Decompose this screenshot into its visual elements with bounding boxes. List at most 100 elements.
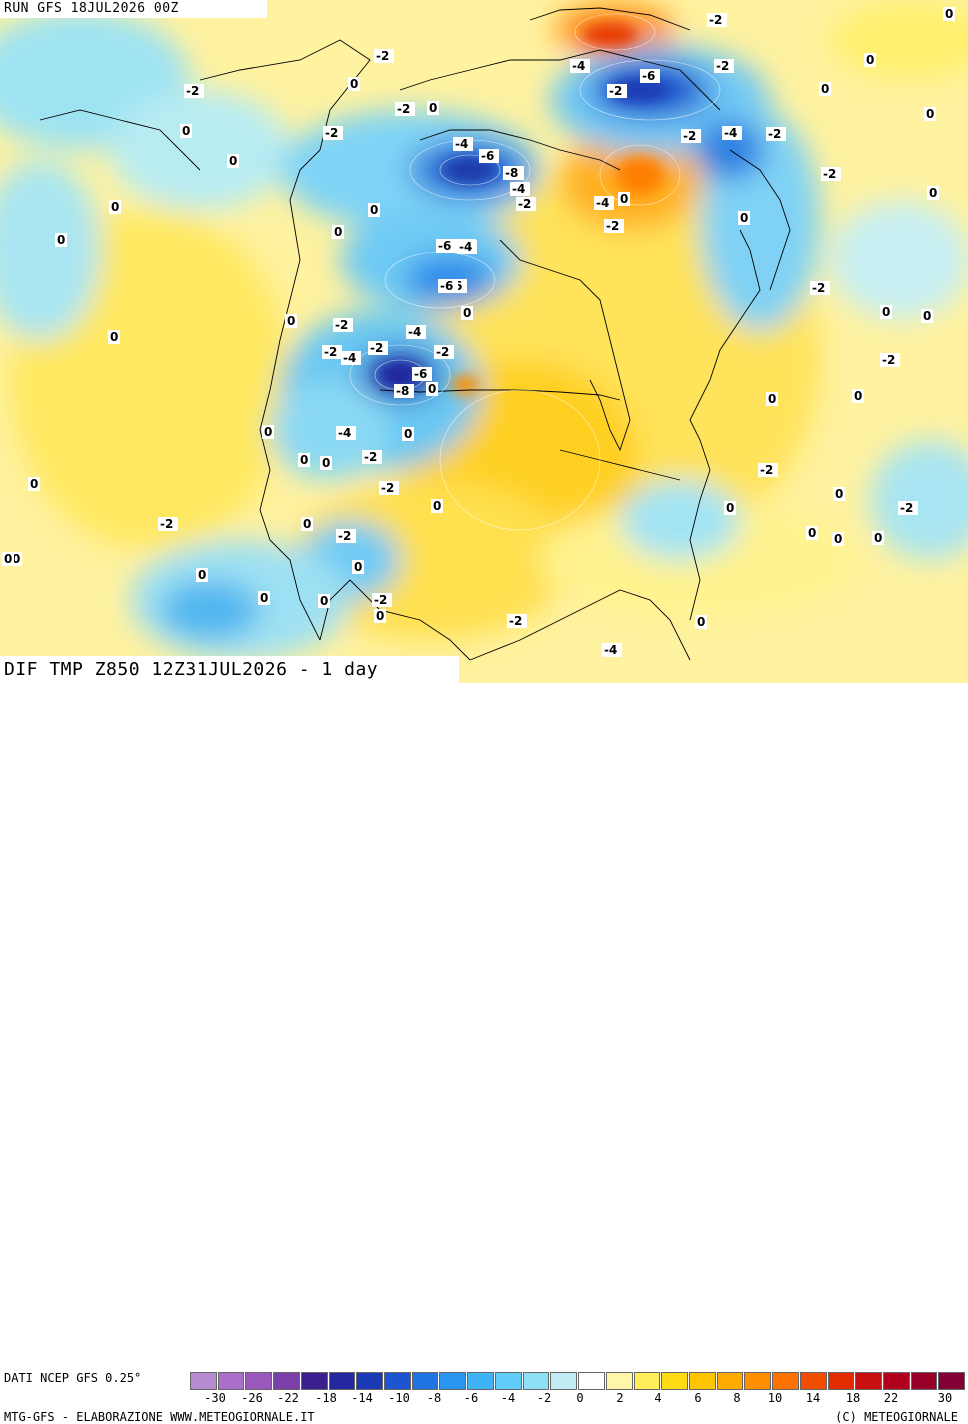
- contour-label-bg: [333, 318, 353, 332]
- legend-swatch: [633, 1372, 661, 1390]
- contour-label-bg: [158, 517, 178, 531]
- contour-label: -2: [374, 593, 387, 607]
- contour-label: -2: [436, 345, 449, 359]
- contour-label: -4: [596, 196, 609, 210]
- contour-label-bg: [426, 382, 438, 396]
- contour-label-bg: [322, 345, 342, 359]
- contour-label: -4: [343, 351, 356, 365]
- data-source: DATI NCEP GFS 0.25°: [4, 1371, 142, 1385]
- contour-label-bg: [457, 240, 477, 254]
- contour-label: -4: [455, 137, 468, 151]
- contour-label-bg: [819, 82, 831, 96]
- legend-tick-label: -26: [241, 1391, 263, 1405]
- legend-tick-label: 14: [805, 1391, 821, 1405]
- contour-label-bg: [607, 84, 627, 98]
- contour-label-bg: [298, 453, 310, 467]
- contour-label-bg: [766, 127, 786, 141]
- contour-label-bg: [758, 463, 778, 477]
- contour-label: -2: [518, 197, 531, 211]
- contour-label-bg: [594, 196, 614, 210]
- legend-tick-label: 8: [733, 1391, 741, 1405]
- contour-label: -2: [160, 517, 173, 531]
- contour-label-bg: [372, 593, 392, 607]
- contour-label: -2: [338, 529, 351, 543]
- contour-label-bg: [438, 279, 458, 293]
- legend-swatch: [300, 1372, 328, 1390]
- contour-label: 0: [303, 517, 311, 531]
- contour-label-bg: [285, 314, 297, 328]
- legend-tick-label: -14: [351, 1391, 373, 1405]
- contour-label: 0: [198, 568, 206, 582]
- contour-label-bg: [352, 560, 364, 574]
- contour-label-bg: [427, 101, 439, 115]
- contour-label-bg: [434, 345, 454, 359]
- contour-label: 0: [821, 82, 829, 96]
- contour-label-bg: [864, 53, 876, 67]
- contour-label-bg: [227, 154, 239, 168]
- contour-label: 0: [287, 314, 295, 328]
- contour-label: 0: [300, 453, 308, 467]
- contour-label: 0: [354, 560, 362, 574]
- contour-label: -2: [760, 463, 773, 477]
- legend-tick-label: -18: [315, 1391, 337, 1405]
- contour-label: 0: [866, 53, 874, 67]
- contour-label: -2: [335, 318, 348, 332]
- contour-label-bg: [618, 192, 630, 206]
- legend-tick-label: 0: [576, 1391, 584, 1405]
- contour-label-bg: [341, 351, 361, 365]
- contour-label-bg: [927, 186, 939, 200]
- legend-swatch: [522, 1372, 550, 1390]
- contour-label: 0: [835, 487, 843, 501]
- contour-label-bg: [507, 614, 527, 628]
- contour-label-bg: [262, 425, 274, 439]
- legend-swatch: [494, 1372, 522, 1390]
- map-area: -20-20-4-6-8-6-4-20-20000-4-6-8-4-20-2-4…: [0, 0, 968, 683]
- contour-label: 0: [929, 186, 937, 200]
- contour-label-bg: [707, 13, 727, 27]
- contour-label-bg: [461, 306, 473, 320]
- contour-label: 0: [697, 615, 705, 629]
- contour-label-bg: [362, 450, 382, 464]
- contour-label-bg: [695, 615, 707, 629]
- contour-label: 0: [926, 107, 934, 121]
- contour-label-bg: [336, 529, 356, 543]
- contour-label-bg: [503, 166, 523, 180]
- contour-label: 0: [110, 330, 118, 344]
- contour-labels: -20-20-4-6-8-6-4-20-20000-4-6-8-4-20-2-4…: [2, 7, 955, 657]
- legend-swatch: [605, 1372, 633, 1390]
- contour-label: 0: [229, 154, 237, 168]
- legend-tick-label: -8: [426, 1391, 442, 1405]
- contour-label: 0: [740, 211, 748, 225]
- contour-label-bg: [332, 225, 344, 239]
- contour-label-bg: [833, 487, 845, 501]
- contour-label: -4: [572, 59, 585, 73]
- contour-label-bg: [921, 309, 933, 323]
- contour-label-bg: [348, 77, 360, 91]
- contour-label: 0: [463, 306, 471, 320]
- contour-label: -2: [370, 341, 383, 355]
- legend-tick-label: -2: [536, 1391, 552, 1405]
- contour-label: -2: [716, 59, 729, 73]
- legend-tick-label: -22: [277, 1391, 299, 1405]
- contour-label-bg: [374, 49, 394, 63]
- contour-label: -2: [397, 102, 410, 116]
- contour-label-bg: [510, 182, 530, 196]
- legend-swatch: [411, 1372, 439, 1390]
- legend-swatch: [439, 1372, 467, 1390]
- contour-label: 0: [882, 305, 890, 319]
- contour-label: 0: [12, 552, 20, 566]
- contour-label-bg: [722, 126, 742, 140]
- contour-label: -2: [509, 614, 522, 628]
- contour-label: 0: [808, 526, 816, 540]
- contour-label: -2: [325, 126, 338, 140]
- contour-label: -2: [900, 501, 913, 515]
- legend-swatch: [384, 1372, 411, 1390]
- contour-label-bg: [412, 367, 432, 381]
- contour-label-bg: [832, 532, 844, 546]
- legend-tick-label: 6: [694, 1391, 702, 1405]
- contour-label: 0: [404, 427, 412, 441]
- contour-label: -4: [724, 126, 737, 140]
- contour-label-bg: [379, 481, 399, 495]
- legend-tick-label: 2: [616, 1391, 624, 1405]
- contour-label: -4: [604, 643, 617, 657]
